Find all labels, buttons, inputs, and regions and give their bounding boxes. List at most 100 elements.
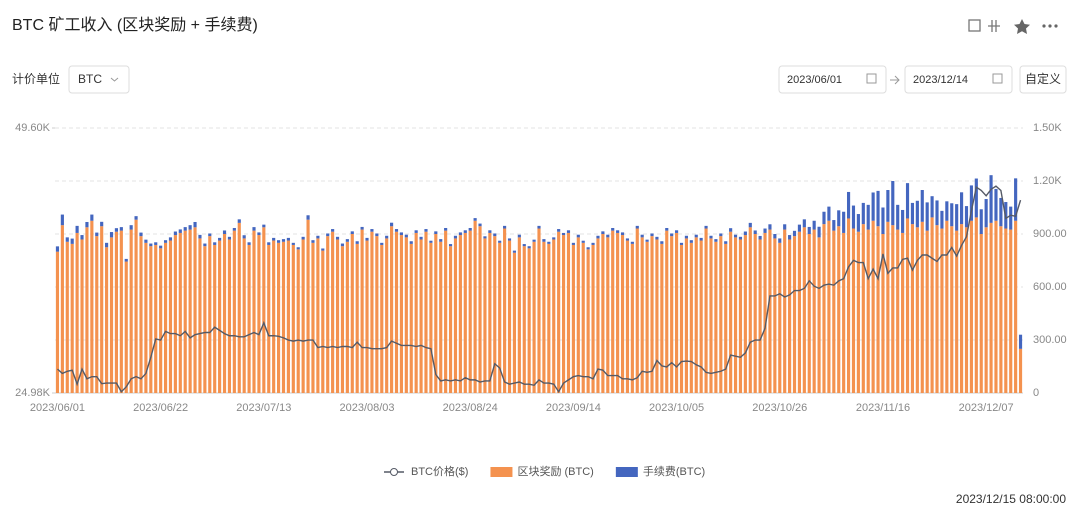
bar xyxy=(571,242,575,245)
bar xyxy=(891,181,895,226)
bar xyxy=(439,241,443,393)
bar xyxy=(788,235,792,240)
bar xyxy=(748,222,752,228)
bar xyxy=(645,241,649,393)
bar xyxy=(797,224,801,232)
bar xyxy=(557,231,561,393)
bar xyxy=(896,204,900,230)
bar xyxy=(729,231,733,393)
bar xyxy=(242,238,246,393)
toolbar-icons[interactable] xyxy=(968,19,1058,34)
bar xyxy=(856,231,860,393)
bar xyxy=(60,214,64,226)
bar xyxy=(738,236,743,240)
bar xyxy=(355,243,359,393)
legend-label: BTC价格($) xyxy=(411,464,468,478)
bar xyxy=(498,242,502,393)
bar xyxy=(788,239,792,393)
bar xyxy=(419,236,423,240)
bar xyxy=(763,232,767,393)
end-date-input[interactable] xyxy=(904,65,1013,94)
end-date[interactable]: 2023/12/14 xyxy=(913,74,968,86)
bar xyxy=(394,229,399,232)
bar xyxy=(203,243,207,247)
legend-item[interactable]: 手续费(BTC) xyxy=(615,464,705,478)
bar xyxy=(114,228,118,232)
bar xyxy=(974,217,978,393)
bar xyxy=(979,209,983,234)
bar xyxy=(316,235,320,239)
bar xyxy=(483,236,487,239)
more-icon[interactable] xyxy=(1042,24,1058,28)
legend-swatch xyxy=(490,467,513,477)
bar xyxy=(846,218,851,393)
bar xyxy=(439,239,443,242)
bar xyxy=(660,241,664,244)
bar xyxy=(699,240,703,393)
bar xyxy=(316,238,320,393)
bar xyxy=(488,232,492,393)
bar xyxy=(733,237,738,393)
bar xyxy=(665,227,669,231)
x-tick-label: 2023/11/16 xyxy=(856,402,910,414)
bar xyxy=(768,224,772,230)
bar xyxy=(827,206,831,221)
bar xyxy=(458,232,462,236)
bar xyxy=(311,240,315,243)
start-date-input[interactable] xyxy=(778,65,887,94)
bar xyxy=(213,244,217,393)
bar xyxy=(650,236,654,393)
bar xyxy=(159,248,163,393)
custom-button[interactable] xyxy=(1019,65,1067,94)
bar xyxy=(640,234,644,238)
bar xyxy=(950,203,954,227)
unit-select[interactable] xyxy=(68,65,130,94)
custom-label[interactable]: 自定义 xyxy=(1025,71,1061,86)
bar xyxy=(301,239,305,393)
bar xyxy=(222,234,227,393)
bar xyxy=(198,238,202,393)
bar xyxy=(296,249,300,393)
bar xyxy=(625,238,630,241)
bar xyxy=(620,235,625,393)
unit-value[interactable]: BTC xyxy=(78,72,102,86)
share-icon[interactable] xyxy=(968,19,981,32)
legend-item[interactable]: 区块奖励 (BTC) xyxy=(490,464,594,478)
bar xyxy=(689,240,693,243)
legend-item[interactable]: BTC价格($) xyxy=(384,464,468,478)
bar xyxy=(291,242,295,245)
bar xyxy=(537,225,541,229)
bar xyxy=(719,236,723,393)
compare-icon[interactable] xyxy=(988,20,1000,32)
bar xyxy=(365,237,369,241)
bar xyxy=(286,237,290,241)
x-tick-label: 2023/06/22 xyxy=(133,402,188,414)
bar xyxy=(886,190,890,222)
bar xyxy=(576,234,580,238)
bar xyxy=(650,233,654,237)
bar xyxy=(262,224,266,228)
bar xyxy=(891,225,895,393)
bar xyxy=(581,240,585,243)
bar xyxy=(340,243,345,247)
bar xyxy=(547,241,551,244)
bar xyxy=(419,239,423,393)
x-tick-label: 2023/07/13 xyxy=(236,402,291,414)
start-date[interactable]: 2023/06/01 xyxy=(787,74,842,86)
bar xyxy=(429,242,433,393)
bar xyxy=(964,206,969,228)
bar xyxy=(901,209,905,233)
bar xyxy=(846,191,851,219)
legend-label: 手续费(BTC) xyxy=(643,464,705,478)
bar xyxy=(1018,348,1023,393)
bar xyxy=(557,229,561,232)
bar xyxy=(311,242,315,393)
bar xyxy=(586,247,590,250)
bar xyxy=(655,239,659,393)
bar xyxy=(1009,206,1013,230)
bar xyxy=(537,228,541,393)
star-icon[interactable] xyxy=(1014,19,1030,34)
bar xyxy=(227,239,232,393)
y-tick-label: 49.60K xyxy=(15,122,51,134)
